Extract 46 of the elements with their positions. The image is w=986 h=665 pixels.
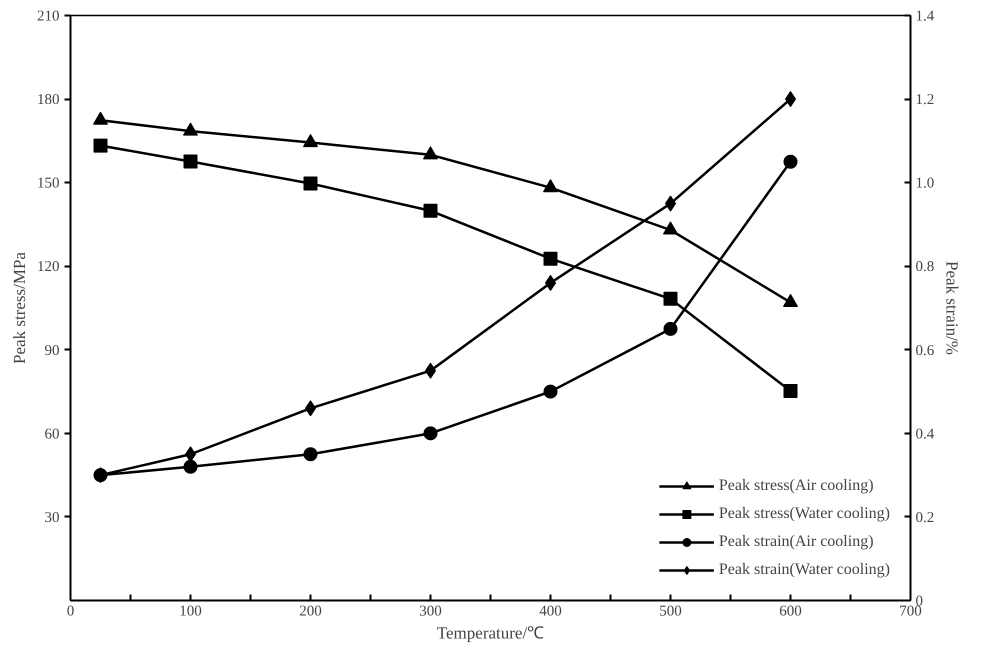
point xyxy=(544,384,558,399)
x-tick-label: 400 xyxy=(539,604,562,620)
point xyxy=(664,322,678,336)
y2-tick-label: 0.4 xyxy=(916,426,935,442)
point xyxy=(663,221,678,235)
x-tick-label: 100 xyxy=(179,604,202,620)
point xyxy=(424,426,438,440)
point xyxy=(183,122,198,136)
y2-tick-label: 0.6 xyxy=(916,342,935,359)
point xyxy=(184,154,198,168)
y2-tick-label: 1.0 xyxy=(916,176,934,192)
point xyxy=(784,384,798,398)
y2-axis-title: Peak strain/% xyxy=(942,261,962,355)
x-tick-label: 600 xyxy=(779,604,802,620)
y2-tick-label: 0.8 xyxy=(916,259,934,276)
point xyxy=(664,292,678,306)
point xyxy=(303,134,318,148)
y2-tick-label: 1.2 xyxy=(916,92,934,108)
y-tick-label: 150 xyxy=(37,176,60,192)
x-tick-label: 200 xyxy=(299,604,322,620)
point xyxy=(423,146,438,160)
point xyxy=(543,179,558,192)
point xyxy=(784,154,798,169)
x-axis-title: Temperature/℃ xyxy=(436,624,544,642)
point xyxy=(304,447,318,462)
x-tick-label: 300 xyxy=(419,604,442,620)
y-tick-label: 60 xyxy=(44,426,60,442)
point xyxy=(304,176,318,190)
y-tick-label: 90 xyxy=(44,342,60,359)
legend-label: Peak stress(Water cooling) xyxy=(718,505,890,523)
y-axis-title: Peak stress/MPa xyxy=(10,252,29,364)
point xyxy=(424,204,438,218)
y-tick-label: 180 xyxy=(37,92,60,108)
point xyxy=(93,112,108,125)
y-tick-label: 120 xyxy=(37,259,60,276)
y2-tick-label: 1.4 xyxy=(916,8,935,24)
y-tick-label: 210 xyxy=(37,8,60,24)
legend-label: Peak strain(Air cooling) xyxy=(718,533,874,551)
x-tick-label: 0 xyxy=(66,604,74,620)
legend-label: Peak stress(Air cooling) xyxy=(718,477,874,495)
x-tick-label: 500 xyxy=(659,604,682,620)
y2-tick-label: 0.2 xyxy=(916,510,934,526)
point xyxy=(184,460,198,474)
y-tick-label: 30 xyxy=(44,510,60,526)
legend-label: Peak strain(Water cooling) xyxy=(718,561,890,579)
point xyxy=(544,252,558,266)
